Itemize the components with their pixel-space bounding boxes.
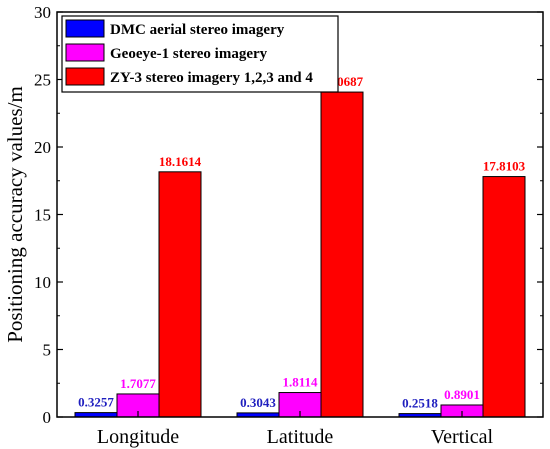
legend-entry: ZY-3 stereo imagery 1,2,3 and 4: [110, 70, 313, 86]
axis-ticks-layer: 0 5 10 15 20 25 30 Longitude Latitude Vertical: [34, 3, 543, 448]
data-label: 0.3257: [78, 395, 114, 410]
y-tick-label: 15: [34, 206, 51, 225]
legend: DMC aerial stereo imagery Geoeye-1 stereo…: [61, 15, 339, 93]
legend-swatch: [65, 19, 105, 38]
y-tick-label: 10: [34, 273, 51, 292]
legend-swatch: [65, 67, 105, 86]
bar: [482, 176, 526, 418]
bar: [158, 171, 202, 418]
y-tick-label: 30: [34, 3, 51, 22]
data-label: 1.8114: [282, 375, 318, 390]
y-tick-label: 0: [43, 408, 52, 427]
y-tick-label: 20: [34, 138, 51, 157]
bars-layer: [74, 91, 526, 418]
legend-swatch: [65, 43, 105, 62]
y-tick-label: 25: [34, 71, 51, 90]
legend-entry: Geoeye-1 stereo imagery: [110, 46, 268, 62]
data-label: 0.2518: [402, 396, 438, 411]
x-category-label: Latitude: [267, 426, 334, 448]
legend-entry: DMC aerial stereo imagery: [110, 22, 285, 38]
data-label: 1.7077: [120, 376, 156, 391]
data-label: 18.1614: [159, 154, 202, 169]
data-label: 17.8103: [483, 159, 526, 174]
data-labels-layer: 0.32571.707718.16140.30431.811424.06870.…: [78, 74, 526, 411]
y-axis-label: Positioning accuracy values/m: [3, 86, 27, 343]
bar: [320, 91, 364, 418]
legend-box: [61, 15, 339, 93]
x-category-label: Longitude: [97, 426, 179, 448]
data-label: 0.3043: [240, 395, 276, 410]
x-category-label: Vertical: [431, 426, 494, 448]
y-tick-label: 5: [43, 341, 52, 360]
data-label: 0.8901: [444, 387, 480, 402]
